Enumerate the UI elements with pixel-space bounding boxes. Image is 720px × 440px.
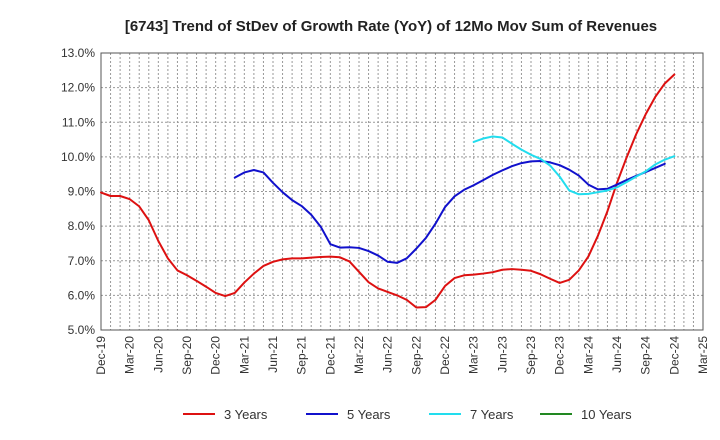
x-tick-label: Mar-24 (581, 336, 595, 374)
x-tick-label: Jun-20 (151, 336, 165, 373)
x-tick-label: Mar-22 (352, 336, 366, 374)
legend-label: 7 Years (470, 407, 514, 422)
x-tick-label: Dec-24 (667, 336, 681, 375)
x-tick-label: Sep-20 (180, 336, 194, 375)
legend-label: 3 Years (224, 407, 268, 422)
y-tick-label: 6.0% (68, 288, 96, 302)
x-tick-label: Sep-22 (409, 336, 423, 375)
y-tick-label: 10.0% (61, 150, 95, 164)
plot-border (100, 52, 704, 331)
x-tick-label: Dec-22 (438, 336, 452, 375)
y-tick-label: 13.0% (61, 46, 95, 60)
x-tick-label: Mar-25 (696, 336, 710, 374)
x-tick-label: Mar-21 (237, 336, 251, 374)
x-tick-label: Sep-21 (295, 336, 309, 375)
x-tick-label: Mar-23 (467, 336, 481, 374)
x-tick-label: Sep-24 (639, 336, 653, 375)
x-tick-label: Dec-21 (323, 336, 337, 375)
x-tick-label: Jun-24 (610, 336, 624, 373)
legend-label: 5 Years (347, 407, 391, 422)
legend-label: 10 Years (581, 407, 632, 422)
x-tick-label: Mar-20 (123, 336, 137, 374)
y-tick-label: 12.0% (61, 81, 95, 95)
series-line-5-years (233, 160, 666, 264)
chart-title: [6743] Trend of StDev of Growth Rate (Yo… (125, 18, 657, 35)
x-tick-label: Dec-19 (94, 336, 108, 375)
x-tick-label: Dec-20 (209, 336, 223, 375)
y-tick-label: 7.0% (68, 254, 96, 268)
x-tick-label: Jun-21 (266, 336, 280, 373)
x-tick-label: Jun-23 (495, 336, 509, 373)
x-tick-label: Jun-22 (381, 336, 395, 373)
series-line-7-years (472, 135, 676, 196)
y-tick-label: 9.0% (68, 185, 96, 199)
y-tick-label: 8.0% (68, 219, 96, 233)
y-tick-label: 11.0% (62, 115, 95, 129)
x-tick-label: Dec-23 (553, 336, 567, 375)
x-tick-label: Sep-23 (524, 336, 538, 375)
y-tick-label: 5.0% (68, 323, 96, 337)
series-line-3-years (100, 73, 676, 309)
